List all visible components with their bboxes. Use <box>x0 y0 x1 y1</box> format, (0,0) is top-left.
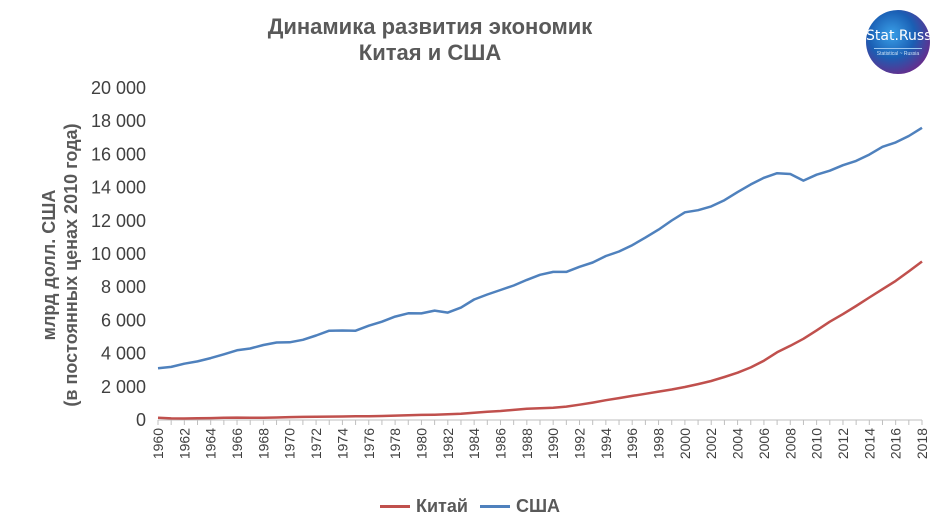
y-tick-label: 2 000 <box>101 377 146 397</box>
x-tick-label: 1970 <box>282 428 298 459</box>
x-tick-label: 1986 <box>492 428 508 459</box>
legend-item-china: Китай <box>380 496 468 517</box>
x-tick-label: 2016 <box>888 428 904 459</box>
y-tick-label: 6 000 <box>101 310 146 330</box>
y-tick-label: 20 000 <box>91 78 146 98</box>
x-tick-label: 1972 <box>308 428 324 459</box>
x-tick-label: 1982 <box>440 428 456 459</box>
x-tick-label: 1984 <box>466 428 482 459</box>
x-tick-label: 1980 <box>413 428 429 459</box>
x-tick-label: 2010 <box>809 428 825 459</box>
series-line-usa <box>157 126 923 370</box>
x-tick-label: 1960 <box>150 428 166 459</box>
chart-title-line-2: Китая и США <box>358 40 502 65</box>
chart-title-line-1: Динамика развития экономик <box>267 14 593 39</box>
x-tick-label: 2008 <box>782 428 798 459</box>
legend-swatch-china <box>380 504 410 508</box>
y-tick-label: 8 000 <box>101 277 146 297</box>
stat-russ-logo: Stat.Russ Statistical ~ Russia <box>866 10 930 74</box>
x-tick-label: 1974 <box>334 428 350 459</box>
y-tick-label: 14 000 <box>91 178 146 198</box>
x-tick-label: 2006 <box>756 428 772 459</box>
series-layer <box>157 126 923 420</box>
x-tick-label: 1964 <box>203 428 219 459</box>
x-tick-label: 1968 <box>255 428 271 459</box>
x-tick-label: 2004 <box>730 428 746 459</box>
x-tick-label: 1966 <box>229 428 245 459</box>
legend-item-usa: США <box>479 495 561 517</box>
x-tick-label: 2014 <box>861 428 877 459</box>
legend-swatch-usa <box>479 504 510 508</box>
x-tick-label: 1994 <box>598 428 614 459</box>
x-tick-label: 1996 <box>624 428 640 459</box>
legend-label-usa: США <box>515 495 561 516</box>
x-tick-label: 1978 <box>387 428 403 459</box>
logo-divider <box>874 48 922 49</box>
logo-subtext: Statistical ~ Russia <box>876 51 920 57</box>
y-tick-label: 4 000 <box>101 344 146 364</box>
y-axis: 0 2 000 4 000 6 000 8 000 10 000 12 000 14 000 1… <box>91 78 146 430</box>
series-line-china <box>157 260 923 420</box>
x-tick-label: 2002 <box>703 428 719 459</box>
x-axis: 1960 1962 1964 1966 1968 1970 1972 1974 1976 1978… <box>150 419 930 459</box>
x-tick-label: 2012 <box>835 428 851 459</box>
y-tick-label: 12 000 <box>91 211 146 231</box>
y-tick-label: 16 000 <box>91 144 146 164</box>
x-tick-label: 1992 <box>572 428 588 459</box>
x-tick-label: 1990 <box>545 428 561 459</box>
x-tick-label: 1998 <box>651 428 667 459</box>
legend: Китай США <box>380 494 572 518</box>
x-tick-label: 1962 <box>176 428 192 459</box>
chart-title: Динамика развития экономик Китая и США <box>200 14 660 66</box>
x-tick-label: 1988 <box>519 428 535 459</box>
x-tick-label: 1976 <box>361 428 377 459</box>
logo-text: Stat.Russ <box>866 28 930 44</box>
y-tick-label: 10 000 <box>91 244 146 264</box>
legend-label-china: Китай <box>416 495 468 516</box>
x-tick-label: 2018 <box>914 428 930 459</box>
y-tick-label: 0 <box>136 410 146 430</box>
x-tick-label: 2000 <box>677 428 693 459</box>
y-tick-label: 18 000 <box>91 111 146 131</box>
